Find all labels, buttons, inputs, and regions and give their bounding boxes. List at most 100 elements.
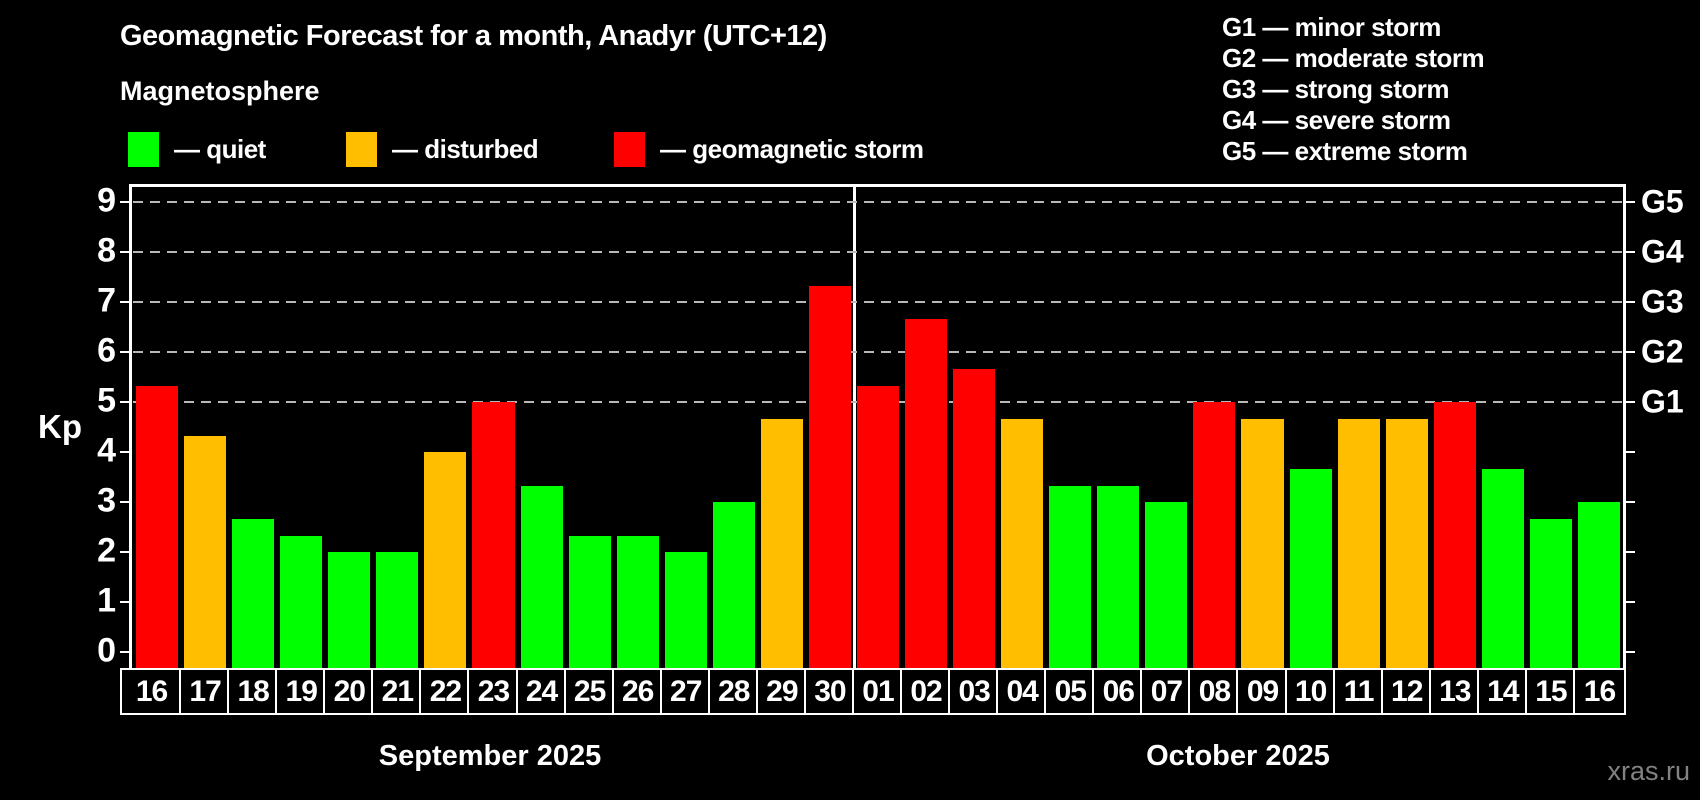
date-cell: 13 bbox=[1428, 668, 1479, 715]
kp-bar bbox=[232, 518, 275, 668]
y-tick-left-9 bbox=[120, 201, 129, 203]
y-axis-label-3: 3 bbox=[97, 481, 116, 520]
date-cell: 04 bbox=[996, 668, 1047, 715]
kp-bar bbox=[328, 552, 371, 668]
kp-bar bbox=[616, 535, 659, 668]
date-cell: 29 bbox=[755, 668, 806, 715]
kp-bar bbox=[1049, 485, 1092, 668]
y-tick-left-2 bbox=[120, 551, 129, 553]
date-cell: 26 bbox=[611, 668, 662, 715]
date-cell: 08 bbox=[1188, 668, 1239, 715]
date-cell: 28 bbox=[707, 668, 758, 715]
month-label-october: October 2025 bbox=[1146, 740, 1330, 772]
kp-bar bbox=[760, 418, 803, 668]
y-tick-left-0 bbox=[120, 651, 129, 653]
kp-bar bbox=[424, 452, 467, 668]
kp-bar bbox=[712, 502, 755, 668]
month-label-september: September 2025 bbox=[378, 740, 602, 772]
storm-color-swatch bbox=[614, 131, 645, 167]
kp-bar bbox=[136, 385, 179, 668]
chart-title: Geomagnetic Forecast for a month, Anadyr… bbox=[120, 20, 827, 52]
date-cell: 17 bbox=[179, 668, 230, 715]
date-cell: 18 bbox=[227, 668, 278, 715]
date-cell: 22 bbox=[419, 668, 470, 715]
g-axis-label-g1: G1 bbox=[1641, 383, 1684, 420]
date-cell: 02 bbox=[900, 668, 951, 715]
disturbed-color-swatch bbox=[346, 131, 377, 167]
y-tick-right-7 bbox=[1626, 301, 1635, 303]
date-cell: 03 bbox=[948, 668, 999, 715]
date-cell: 24 bbox=[515, 668, 566, 715]
g3-legend-line: G3 — strong storm bbox=[1222, 74, 1449, 104]
y-tick-right-9 bbox=[1626, 201, 1635, 203]
magnetosphere-label: Magnetosphere bbox=[120, 76, 320, 106]
legend-item-disturbed: — disturbed bbox=[346, 131, 539, 167]
date-cell: 12 bbox=[1380, 668, 1431, 715]
y-axis-label-8: 8 bbox=[97, 231, 116, 270]
kp-bar bbox=[1385, 418, 1428, 668]
y-tick-right-3 bbox=[1626, 501, 1635, 503]
date-cell: 01 bbox=[851, 668, 903, 715]
kp-axis-label: Kp bbox=[38, 408, 82, 445]
g-scale-legend: G1 — minor storm G2 — moderate storm G3 … bbox=[1222, 12, 1485, 167]
y-tick-left-3 bbox=[120, 501, 129, 503]
g-axis-label-g3: G3 bbox=[1641, 283, 1684, 320]
kp-bar bbox=[1193, 402, 1236, 668]
y-axis-label-6: 6 bbox=[97, 331, 116, 370]
kp-bar bbox=[856, 385, 900, 668]
y-axis-label-4: 4 bbox=[97, 431, 116, 470]
y-tick-left-6 bbox=[120, 351, 129, 353]
legend-item-storm: — geomagnetic storm bbox=[614, 131, 924, 167]
y-axis-label-7: 7 bbox=[97, 281, 116, 320]
legend-item-quiet: — quiet bbox=[128, 131, 266, 167]
y-tick-right-4 bbox=[1626, 451, 1635, 453]
date-cell: 09 bbox=[1236, 668, 1287, 715]
kp-bar bbox=[1241, 418, 1284, 668]
y-axis-label-0: 0 bbox=[97, 631, 116, 670]
kp-bar bbox=[520, 485, 563, 668]
kp-bar bbox=[1337, 418, 1380, 668]
kp-bar bbox=[808, 285, 851, 668]
date-cell: 14 bbox=[1476, 668, 1527, 715]
y-tick-right-0 bbox=[1626, 651, 1635, 653]
y-axis-label-2: 2 bbox=[97, 531, 116, 570]
g-axis-label-g5: G5 bbox=[1641, 183, 1684, 220]
date-cell: 06 bbox=[1092, 668, 1143, 715]
g1-legend-line: G1 — minor storm bbox=[1222, 12, 1441, 42]
kp-bar bbox=[1481, 468, 1524, 668]
date-cell: 27 bbox=[659, 668, 710, 715]
plot-frame-top bbox=[129, 184, 1626, 187]
legend-label-quiet: — quiet bbox=[174, 133, 266, 164]
date-cell: 30 bbox=[803, 668, 854, 715]
kp-bar bbox=[664, 552, 707, 668]
kp-bar bbox=[905, 318, 948, 668]
y-axis-line bbox=[129, 184, 132, 668]
date-cell: 21 bbox=[371, 668, 422, 715]
gridline-kp9 bbox=[133, 201, 1623, 203]
legend-label-disturbed: — disturbed bbox=[392, 133, 539, 164]
date-cell: 16 bbox=[120, 668, 182, 715]
date-cell: 07 bbox=[1140, 668, 1191, 715]
y-axis-label-9: 9 bbox=[97, 181, 116, 220]
y-tick-left-7 bbox=[120, 301, 129, 303]
g2-legend-line: G2 — moderate storm bbox=[1222, 43, 1485, 73]
date-cell: 15 bbox=[1524, 668, 1575, 715]
kp-bar bbox=[1289, 468, 1332, 668]
date-cell: 25 bbox=[563, 668, 614, 715]
gridline-kp7 bbox=[133, 301, 1623, 303]
kp-bar bbox=[1001, 418, 1044, 668]
kp-bar bbox=[568, 535, 611, 668]
kp-bar bbox=[1433, 402, 1476, 668]
date-cell: 19 bbox=[275, 668, 326, 715]
date-cell: 20 bbox=[323, 668, 374, 715]
kp-bar bbox=[280, 535, 323, 668]
kp-bar bbox=[1145, 502, 1188, 668]
kp-bar bbox=[1097, 485, 1140, 668]
g-axis-label-g4: G4 bbox=[1641, 233, 1684, 270]
gridline-kp8 bbox=[133, 251, 1623, 253]
y-tick-right-1 bbox=[1626, 601, 1635, 603]
y-tick-left-5 bbox=[120, 401, 129, 403]
kp-bar bbox=[1577, 502, 1620, 668]
gridline-kp6 bbox=[133, 351, 1623, 353]
